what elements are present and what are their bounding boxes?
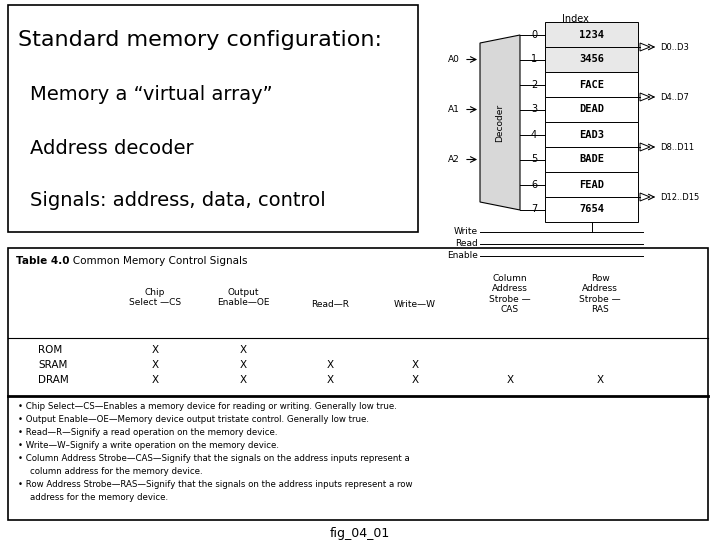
Text: X: X xyxy=(506,375,513,385)
Text: 0: 0 xyxy=(531,30,537,39)
Text: EAD3: EAD3 xyxy=(579,130,604,139)
Text: 7654: 7654 xyxy=(579,205,604,214)
Text: ROM: ROM xyxy=(38,345,62,355)
Text: 1234: 1234 xyxy=(579,30,604,39)
Text: SRAM: SRAM xyxy=(38,360,68,370)
Text: Row
Address
Strobe —
RAS: Row Address Strobe — RAS xyxy=(579,274,621,314)
Polygon shape xyxy=(640,143,650,151)
Bar xyxy=(545,147,638,172)
Text: X: X xyxy=(240,360,246,370)
Text: Column
Address
Strobe —
CAS: Column Address Strobe — CAS xyxy=(489,274,531,314)
Text: D12..D15: D12..D15 xyxy=(660,192,699,201)
Text: X: X xyxy=(411,375,418,385)
Text: 3: 3 xyxy=(531,105,537,114)
Text: A2: A2 xyxy=(449,155,460,164)
Text: Address decoder: Address decoder xyxy=(30,138,194,158)
Text: 6: 6 xyxy=(531,179,537,190)
Text: D8..D11: D8..D11 xyxy=(660,143,694,152)
Text: Standard memory configuration:: Standard memory configuration: xyxy=(18,30,382,50)
Text: Common Memory Control Signals: Common Memory Control Signals xyxy=(63,256,248,266)
Text: Index: Index xyxy=(562,14,588,24)
Text: Decoder: Decoder xyxy=(495,104,505,141)
Text: X: X xyxy=(326,375,333,385)
Text: Write: Write xyxy=(454,227,478,237)
Text: 2: 2 xyxy=(531,79,537,90)
Text: Read: Read xyxy=(455,240,478,248)
Text: DEAD: DEAD xyxy=(579,105,604,114)
Text: 3456: 3456 xyxy=(579,55,604,64)
Text: Chip
Select —CS: Chip Select —CS xyxy=(129,288,181,307)
Text: D4..D7: D4..D7 xyxy=(660,92,689,102)
Text: • Read—R—Signify a read operation on the memory device.: • Read—R—Signify a read operation on the… xyxy=(18,428,277,437)
Text: D0..D3: D0..D3 xyxy=(660,43,689,51)
Text: X: X xyxy=(151,375,158,385)
Text: X: X xyxy=(411,360,418,370)
Text: Read—R: Read—R xyxy=(311,300,349,309)
Bar xyxy=(8,248,708,520)
Text: X: X xyxy=(596,375,603,385)
Text: Memory a “virtual array”: Memory a “virtual array” xyxy=(30,85,273,105)
Text: FEAD: FEAD xyxy=(579,179,604,190)
Bar xyxy=(545,172,638,197)
Bar xyxy=(545,22,638,47)
Polygon shape xyxy=(640,93,650,101)
Text: X: X xyxy=(326,360,333,370)
Text: • Row Address Strobe—RAS—Signify that the signals on the address inputs represen: • Row Address Strobe—RAS—Signify that th… xyxy=(18,480,413,489)
Text: address for the memory device.: address for the memory device. xyxy=(30,493,168,502)
Text: X: X xyxy=(151,345,158,355)
Text: DRAM: DRAM xyxy=(38,375,68,385)
Text: 4: 4 xyxy=(531,130,537,139)
Polygon shape xyxy=(640,43,650,51)
Text: 7: 7 xyxy=(531,205,537,214)
Bar xyxy=(545,122,638,147)
Bar xyxy=(545,72,638,97)
Text: X: X xyxy=(240,345,246,355)
Text: Signals: address, data, control: Signals: address, data, control xyxy=(30,191,325,210)
Bar xyxy=(545,97,638,122)
Text: X: X xyxy=(151,360,158,370)
Text: A0: A0 xyxy=(448,55,460,64)
Text: A1: A1 xyxy=(448,105,460,114)
Text: • Write—W–Signify a write operation on the memory device.: • Write—W–Signify a write operation on t… xyxy=(18,441,279,450)
Text: column address for the memory device.: column address for the memory device. xyxy=(30,467,202,476)
Text: • Column Address Strobe—CAS—Signify that the signals on the address inputs repre: • Column Address Strobe—CAS—Signify that… xyxy=(18,454,410,463)
Text: X: X xyxy=(240,375,246,385)
Bar xyxy=(545,47,638,72)
Bar xyxy=(8,5,418,232)
Text: FACE: FACE xyxy=(579,79,604,90)
Text: Output
Enable—OE: Output Enable—OE xyxy=(217,288,269,307)
Text: 1: 1 xyxy=(531,55,537,64)
Text: Write—W: Write—W xyxy=(394,300,436,309)
Bar xyxy=(545,197,638,222)
Text: • Chip Select—CS—Enables a memory device for reading or writing. Generally low t: • Chip Select—CS—Enables a memory device… xyxy=(18,402,397,411)
Text: 5: 5 xyxy=(531,154,537,165)
Text: BADE: BADE xyxy=(579,154,604,165)
Text: Table 4.0: Table 4.0 xyxy=(16,256,70,266)
Text: • Output Enable—OE—Memory device output tristate control. Generally low true.: • Output Enable—OE—Memory device output … xyxy=(18,415,369,424)
Polygon shape xyxy=(480,35,520,210)
Polygon shape xyxy=(640,193,650,201)
Text: Enable: Enable xyxy=(447,252,478,260)
Text: fig_04_01: fig_04_01 xyxy=(330,526,390,539)
